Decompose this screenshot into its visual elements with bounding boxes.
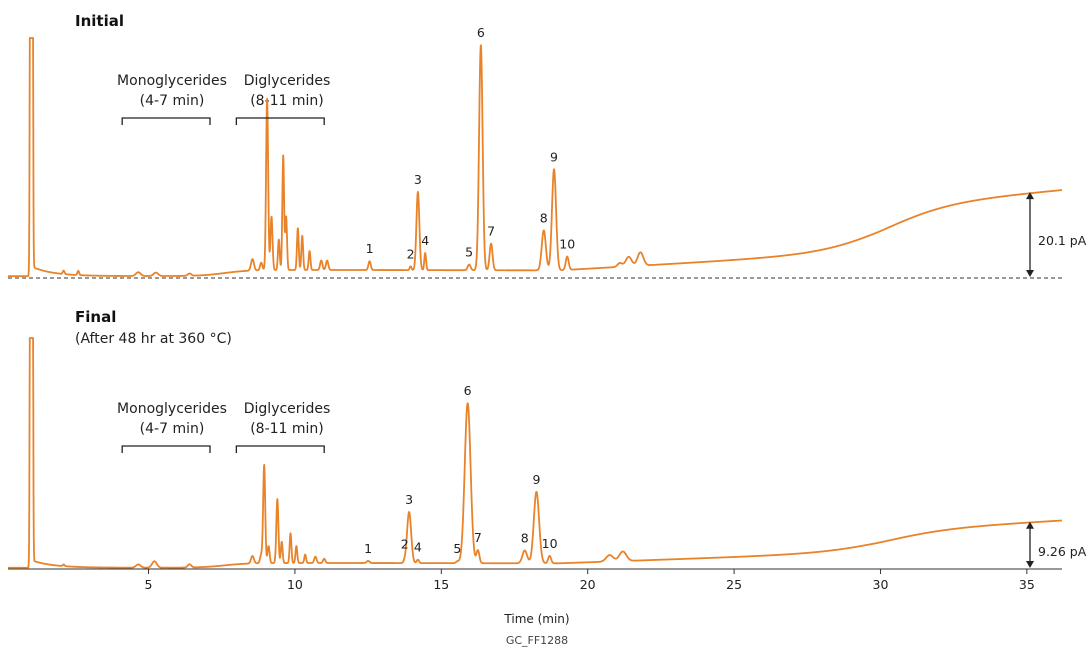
scale-label-final: 9.26 pA [1038,544,1087,559]
x-tick-label: 5 [145,577,153,592]
scale-label-initial: 20.1 pA [1038,233,1087,248]
x-tick-label: 25 [726,577,742,592]
peak-label-final: 9 [532,472,540,487]
peak-label-initial: 5 [465,244,473,259]
peak-label-final: 2 [401,536,409,551]
scale-arrow-up-initial [1026,192,1034,200]
peak-label-final: 10 [542,536,558,551]
region-range-diglycerides-initial: (8-11 min) [250,93,324,109]
peak-label-final: 4 [414,540,422,555]
peak-label-initial: 7 [487,224,495,239]
panel-subtitle-final: (After 48 hr at 360 °C) [75,331,232,347]
peak-label-initial: 10 [559,237,575,252]
panel-title-initial: Initial [75,12,124,30]
peak-label-initial: 1 [366,241,374,256]
region-range-monoglycerides-final: (4-7 min) [140,421,205,437]
region-range-diglycerides-final: (8-11 min) [250,421,324,437]
scale-arrow-down-final [1026,561,1034,568]
peak-label-initial: 2 [407,246,415,261]
peak-label-initial: 3 [414,172,422,187]
x-tick-label: 35 [1019,577,1035,592]
region-range-monoglycerides-initial: (4-7 min) [140,93,205,109]
chromatogram-trace-initial [7,37,1063,277]
peak-label-initial: 8 [540,210,548,225]
x-tick-label: 10 [287,577,303,592]
x-tick-label: 20 [580,577,596,592]
region-bracket-initial [121,117,211,125]
region-bracket-initial [235,117,325,125]
peak-label-final: 6 [464,383,472,398]
peak-label-final: 8 [521,530,529,545]
peak-label-initial: 9 [550,149,558,164]
x-tick-label: 30 [873,577,889,592]
region-label-diglycerides-initial: Diglycerides [244,73,330,89]
region-label-monoglycerides-initial: Monoglycerides [117,73,227,89]
scale-arrow-up-final [1026,521,1034,529]
scale-arrow-down-initial [1026,270,1034,277]
figure-code: GC_FF1288 [506,634,568,647]
x-axis-label: Time (min) [503,612,569,626]
peak-label-initial: 6 [477,25,485,40]
panel-title-final: Final [75,308,116,326]
peak-label-final: 3 [405,492,413,507]
chromatogram-trace-final [7,337,1063,569]
peak-label-final: 5 [453,541,461,556]
region-bracket-final [235,445,325,453]
region-label-monoglycerides-final: Monoglycerides [117,401,227,417]
x-tick-label: 15 [433,577,449,592]
peak-label-final: 7 [474,530,482,545]
peak-label-final: 1 [364,541,372,556]
region-label-diglycerides-final: Diglycerides [244,401,330,417]
region-bracket-final [121,445,211,453]
peak-label-initial: 4 [421,233,429,248]
